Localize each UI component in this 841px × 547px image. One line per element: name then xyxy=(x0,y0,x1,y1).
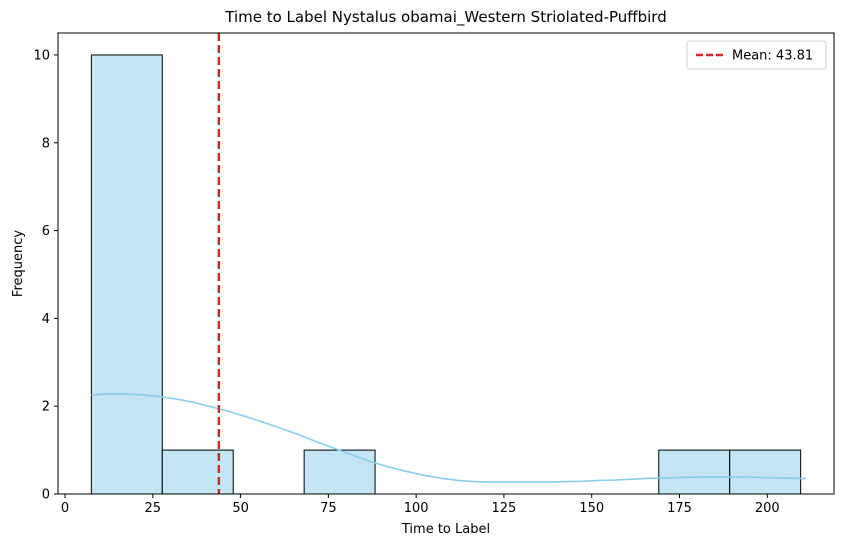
x-tick-label: 75 xyxy=(320,501,337,516)
histogram-bar-3 xyxy=(303,449,376,495)
x-tick-label: 0 xyxy=(61,501,69,516)
x-tick-label: 200 xyxy=(755,501,780,516)
bars-group xyxy=(90,54,802,495)
histogram-bar-0 xyxy=(90,54,163,495)
y-tick-label: 6 xyxy=(42,224,50,239)
histogram-bar-9 xyxy=(729,449,802,495)
x-tick-label: 125 xyxy=(492,501,517,516)
histogram-bar-8 xyxy=(658,449,731,495)
y-axis-ticks: 0 2 4 6 8 10 xyxy=(33,48,58,503)
x-tick-label: 25 xyxy=(145,501,162,516)
x-tick-label: 150 xyxy=(579,501,604,516)
y-tick-label: 10 xyxy=(33,48,50,63)
y-tick-label: 8 xyxy=(42,136,50,151)
y-tick-label: 0 xyxy=(42,488,50,503)
chart-title: Time to Label Nystalus obamai_Western St… xyxy=(224,8,666,27)
y-tick-label: 4 xyxy=(42,312,50,327)
x-axis-label: Time to Label xyxy=(401,522,490,537)
x-axis-ticks: 0 25 50 75 100 125 150 175 200 xyxy=(61,494,780,516)
x-tick-label: 100 xyxy=(404,501,429,516)
legend: Mean: 43.81 xyxy=(686,40,827,70)
kde-curve xyxy=(91,393,806,483)
legend-box xyxy=(686,40,827,70)
legend-label-mean: Mean: 43.81 xyxy=(732,49,813,64)
x-tick-label: 175 xyxy=(667,501,692,516)
y-axis-label: Frequency xyxy=(11,230,26,297)
x-tick-label: 50 xyxy=(232,501,249,516)
plot-frame xyxy=(57,32,835,495)
y-tick-label: 2 xyxy=(42,400,50,415)
histogram-bar-1 xyxy=(161,449,234,495)
